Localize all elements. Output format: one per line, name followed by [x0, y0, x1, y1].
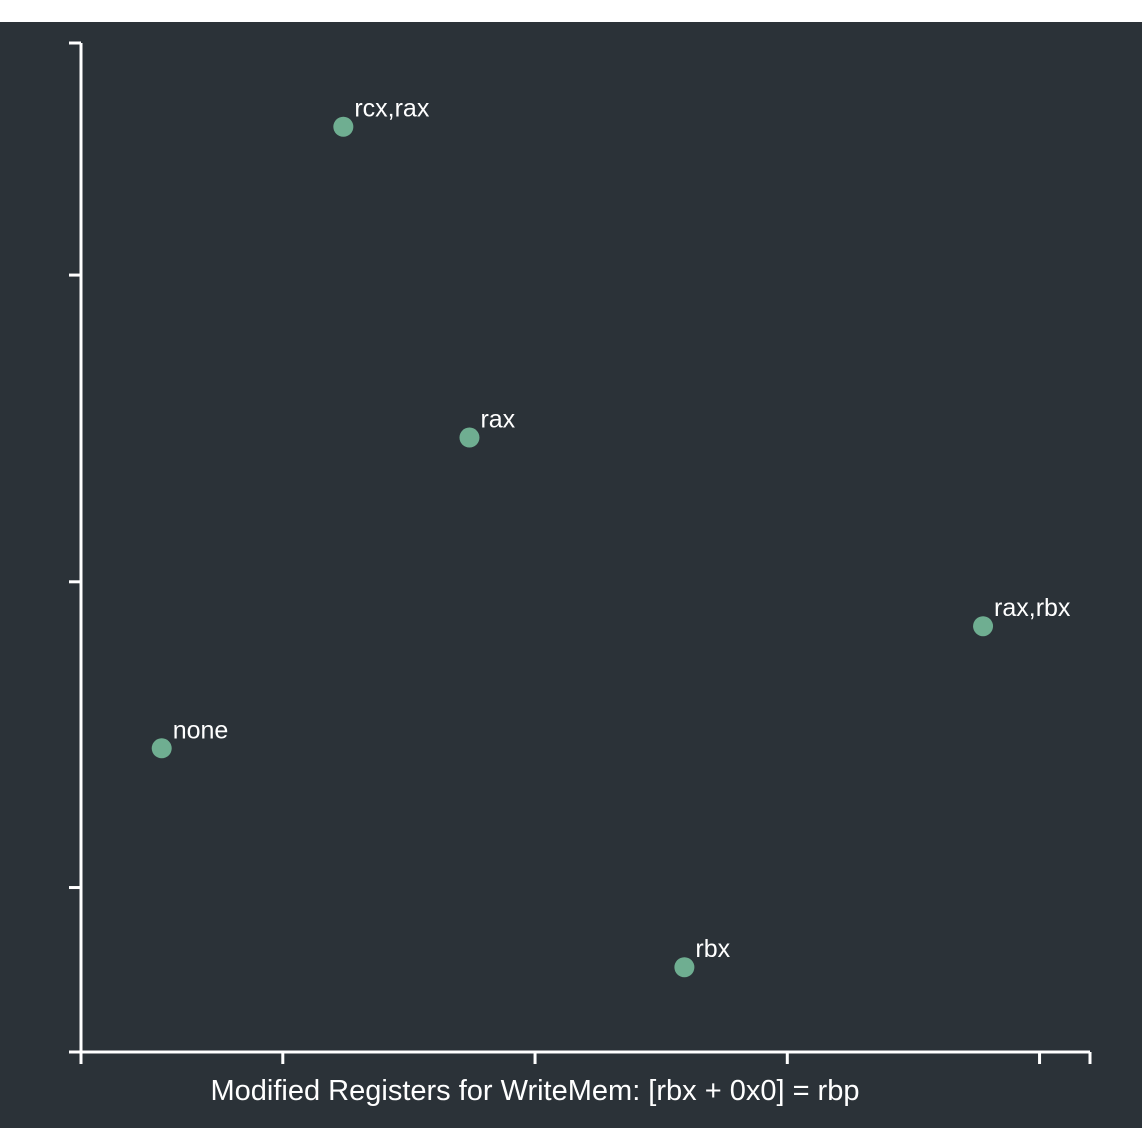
point-label: rax,rbx	[994, 594, 1071, 622]
y-axis-ticks	[69, 41, 81, 1054]
point-label: rax	[480, 406, 515, 434]
point-marker	[151, 738, 172, 759]
point-label: rcx,rax	[354, 95, 430, 123]
data-points: rcx,rax rax rax,rbx none rbx	[151, 95, 1071, 978]
x-axis-ticks	[79, 1052, 1092, 1064]
data-point-3: none	[151, 716, 229, 759]
point-label: rbx	[695, 935, 730, 963]
axes	[69, 41, 1092, 1064]
point-label: none	[173, 716, 229, 744]
point-marker	[973, 616, 994, 637]
data-point-4: rbx	[674, 935, 731, 978]
data-point-2: rax,rbx	[973, 594, 1071, 637]
chart-panel	[0, 22, 1142, 1128]
point-marker	[674, 957, 695, 978]
point-marker	[333, 116, 354, 137]
x-axis-title: Modified Registers for WriteMem: [rbx + …	[211, 1075, 860, 1107]
point-marker	[459, 427, 480, 448]
data-point-0: rcx,rax	[333, 95, 430, 137]
data-point-1: rax	[459, 406, 516, 448]
